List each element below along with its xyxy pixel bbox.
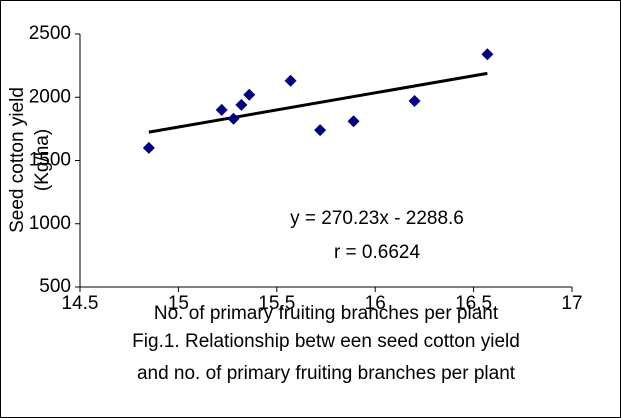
- annotation: r = 0.6624: [334, 242, 421, 263]
- point: [347, 115, 360, 128]
- point: [227, 112, 240, 125]
- x-tick-label: 15: [168, 293, 189, 314]
- y-tick-label: 500: [39, 276, 71, 297]
- y-axis-title: Seed cotton yield: [7, 87, 28, 233]
- y-axis-title: (Kg/ha): [32, 129, 53, 191]
- x-tick-label: 16.5: [455, 293, 492, 314]
- point: [142, 141, 155, 154]
- point: [481, 48, 494, 61]
- point: [235, 98, 248, 111]
- annotation: y = 270.23x - 2288.6: [290, 208, 464, 229]
- x-tick-label: 15.5: [258, 293, 295, 314]
- point: [243, 88, 256, 101]
- y-tick-label: 1000: [29, 213, 71, 234]
- x-tick-label: 14.5: [62, 293, 99, 314]
- point: [284, 74, 297, 87]
- point: [408, 95, 421, 108]
- x-tick-label: 17: [561, 293, 582, 314]
- trendline: [148, 71, 488, 134]
- caption: Fig.1. Relationship betw een seed cotton…: [132, 331, 520, 352]
- point: [314, 124, 327, 137]
- y-tick-label: 2500: [29, 23, 71, 44]
- x-tick-label: 16: [365, 293, 386, 314]
- y-tick-label: 2000: [29, 86, 71, 107]
- point: [215, 103, 228, 116]
- x-axis-title: No. of primary fruiting branches per pla…: [154, 303, 499, 324]
- y-tick-label: 1500: [29, 150, 71, 171]
- caption: and no. of primary fruiting branches per…: [137, 363, 516, 384]
